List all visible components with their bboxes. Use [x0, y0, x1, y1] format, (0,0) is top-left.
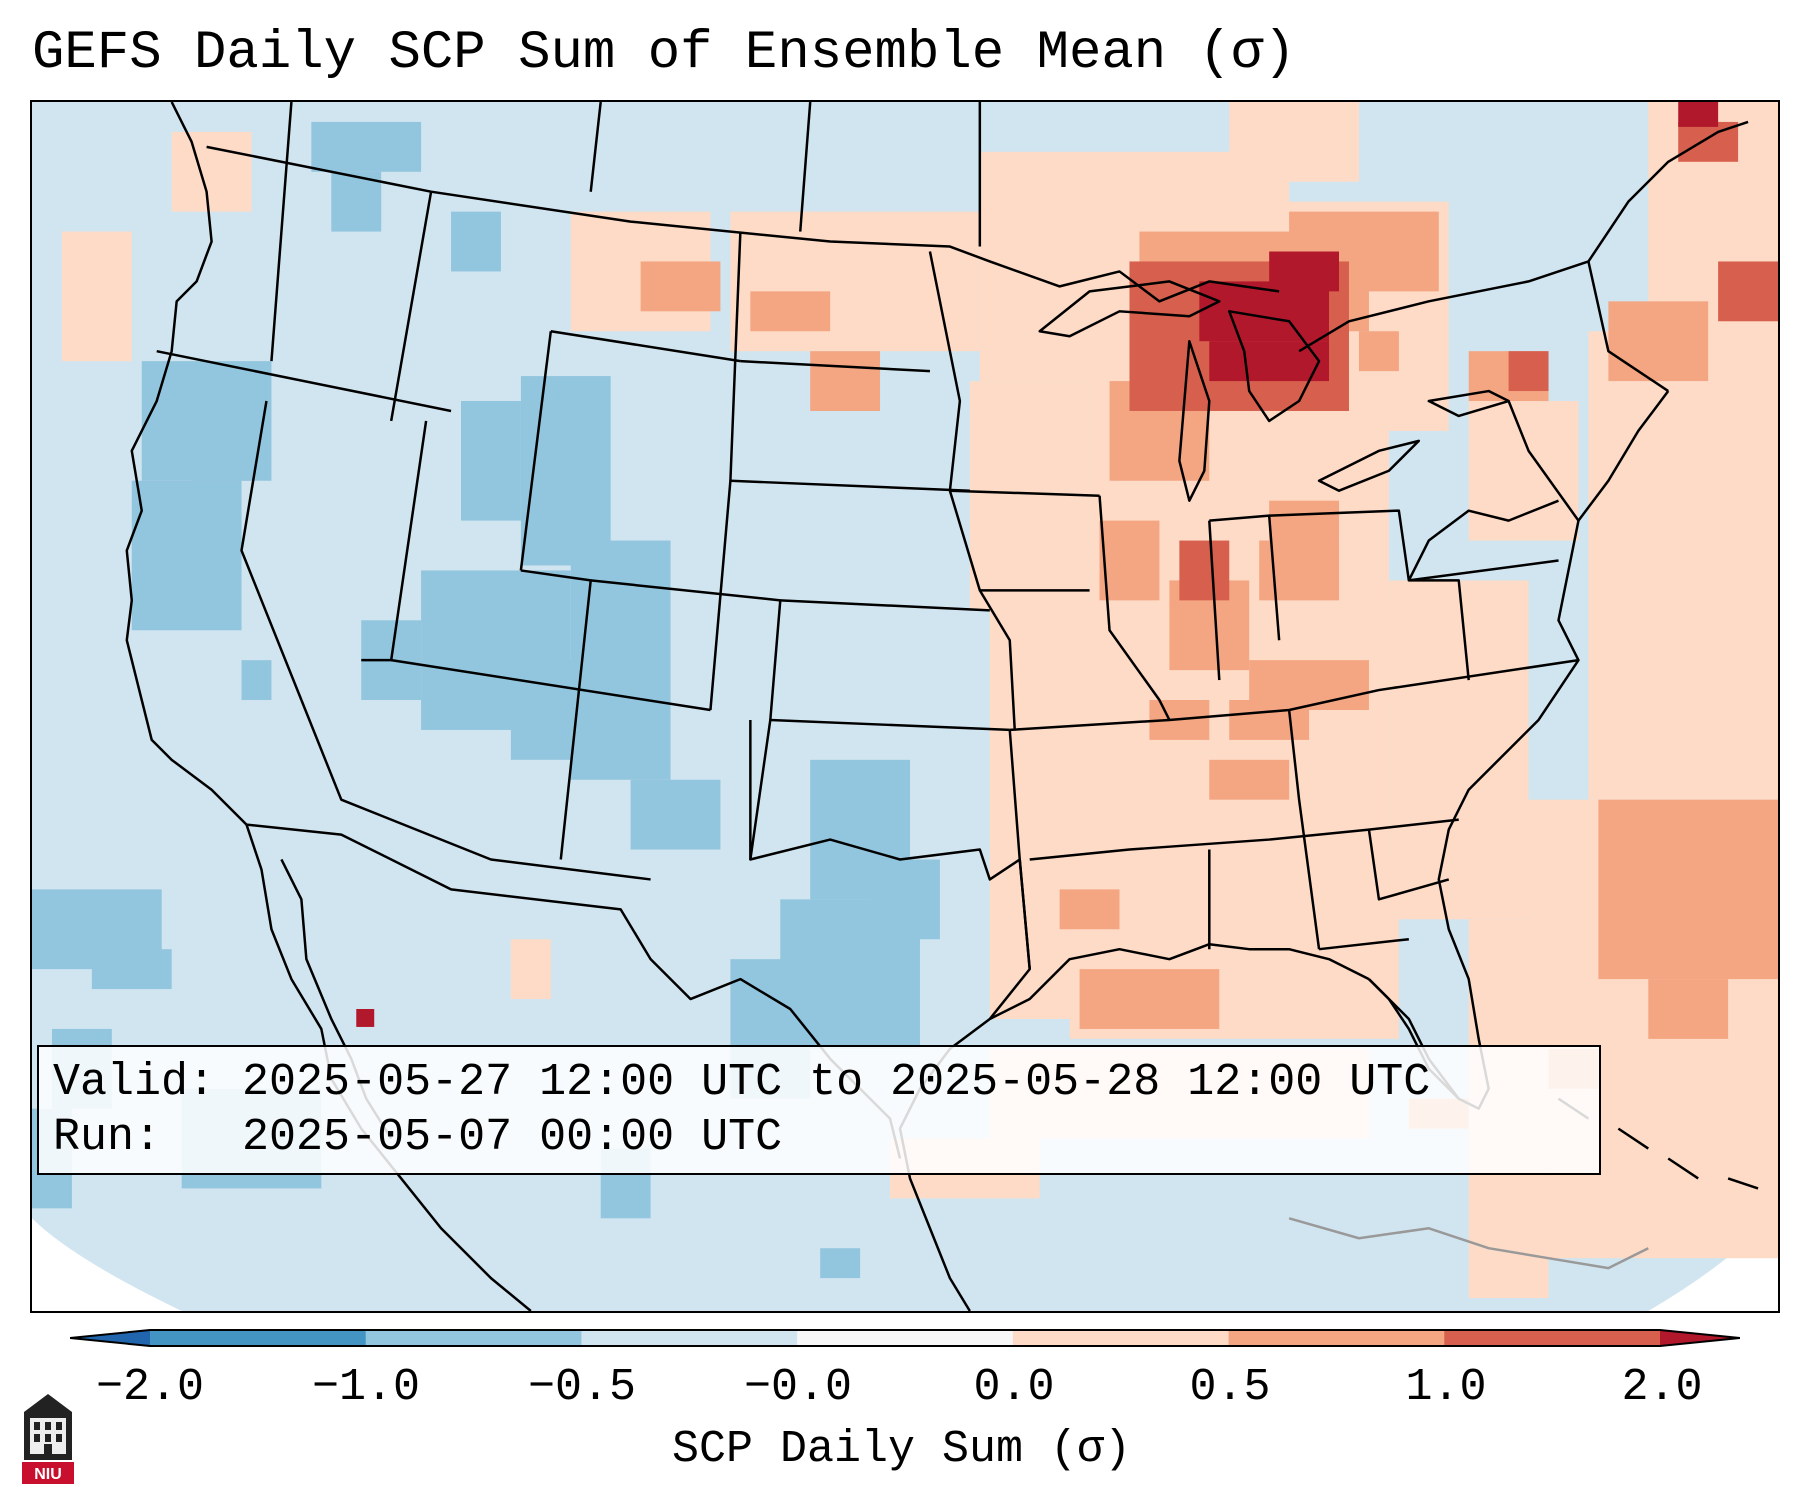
- state-line: [156, 349, 452, 413]
- state-line: [300, 699, 651, 881]
- valid-time-range: 2025-05-27 12:00 UTC to 2025-05-28 12:00…: [242, 1057, 1431, 1108]
- colorbar-tick-label: −1.0: [311, 1362, 421, 1413]
- texas-border: [749, 719, 1021, 881]
- cuba-outline: [1288, 1217, 1649, 1270]
- state-line: [519, 331, 553, 571]
- run-label: Run:: [53, 1112, 162, 1163]
- state-line: [240, 400, 303, 701]
- state-line: [550, 330, 741, 363]
- state-line: [1407, 499, 1559, 581]
- colorbar-tick-label: 2.0: [1621, 1362, 1703, 1413]
- colorbar-under-triangle: [70, 1330, 150, 1346]
- state-line: [928, 251, 962, 491]
- state-line: [270, 102, 293, 362]
- colorbar-bin: [1012, 1330, 1230, 1346]
- state-line: [949, 489, 1100, 497]
- colorbar-tick-labels: −2.0 −1.0 −0.5 −0.0 0.0 0.5 1.0 2.0: [0, 1362, 1803, 1422]
- state-line: [948, 490, 1016, 730]
- state-line: [590, 579, 782, 860]
- map-title: GEFS Daily SCP Sum of Ensemble Mean (σ): [32, 23, 1296, 84]
- state-line: [730, 479, 970, 492]
- colorbar-tick-label: −0.5: [527, 1362, 637, 1413]
- state-line: [740, 359, 931, 373]
- colorbar-title: SCP Daily Sum (σ): [671, 1424, 1132, 1475]
- projection-outside-left: [32, 1218, 182, 1311]
- colorbar-tick-label: 0.0: [973, 1362, 1055, 1413]
- state-line: [1367, 829, 1450, 901]
- colorbar-tick-label: 0.5: [1189, 1362, 1271, 1413]
- state-line: [589, 102, 602, 192]
- negative-anomaly-region: [32, 121, 940, 1279]
- validity-info-box: Valid: 2025-05-27 12:00 UTC to 2025-05-2…: [37, 1045, 1601, 1175]
- lake-erie: [1317, 439, 1421, 492]
- gulf-coastline: [898, 942, 1370, 1311]
- texas-east: [988, 859, 1031, 1020]
- colorbar-bin: [581, 1330, 798, 1346]
- colorbar-tick-label: −0.0: [743, 1362, 853, 1413]
- state-line: [1208, 520, 1221, 681]
- lake-superior: [1038, 280, 1221, 338]
- colorbar-tick-label: 1.0: [1405, 1362, 1487, 1413]
- state-line: [1507, 400, 1580, 522]
- colorbar-bin: [150, 1330, 367, 1346]
- niu-building-logo-icon: NIU: [22, 1394, 74, 1484]
- state-line: [1408, 559, 1559, 582]
- colorbar-outline: [70, 1329, 1740, 1347]
- colorbar: [70, 1329, 1740, 1347]
- state-line: [780, 599, 990, 612]
- extreme-positive-region: [356, 102, 1719, 1027]
- logo-text: NIU: [34, 1466, 62, 1483]
- state-line: [1587, 261, 1669, 393]
- colorbar-bin: [365, 1330, 582, 1346]
- colorbar-tick-label: −2.0: [95, 1362, 205, 1413]
- state-line: [1269, 509, 1470, 681]
- projection-outside-right: [1648, 1208, 1778, 1311]
- state-line: [1287, 709, 1321, 950]
- state-line: [1098, 495, 1171, 721]
- state-line: [770, 718, 1010, 732]
- state-line: [389, 191, 433, 422]
- colorbar-bin: [1228, 1330, 1445, 1346]
- valid-label: Valid:: [53, 1057, 216, 1108]
- colorbar-bin: [797, 1330, 1014, 1346]
- state-line: [390, 658, 711, 712]
- colorbar-bin: [1444, 1330, 1661, 1346]
- state-line: [798, 102, 812, 232]
- canada-border: [206, 145, 1280, 303]
- lake-michigan: [1178, 339, 1211, 502]
- state-line: [1318, 937, 1409, 951]
- colorbar-over-triangle: [1660, 1330, 1740, 1346]
- run-time: 2025-05-07 00:00 UTC: [242, 1112, 783, 1163]
- west-coastline: [125, 102, 248, 826]
- lake-huron: [1228, 310, 1321, 423]
- state-line: [1029, 818, 1459, 861]
